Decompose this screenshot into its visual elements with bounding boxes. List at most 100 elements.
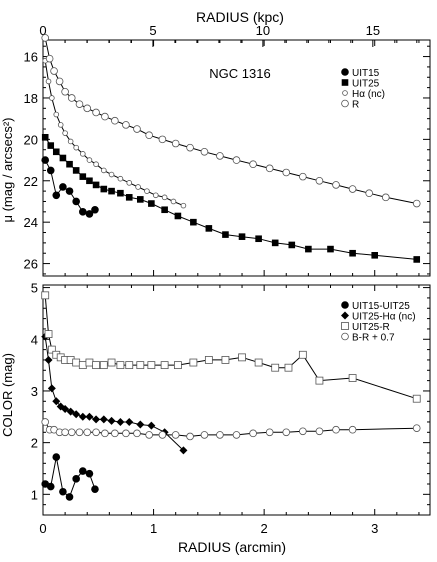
data-point: [145, 431, 153, 439]
top-y-axis-label: μ (mag / arcsecs²): [0, 117, 15, 222]
data-point: [78, 361, 87, 370]
data-point: [117, 175, 124, 182]
data-point: [186, 432, 194, 441]
data-point: [265, 428, 274, 437]
data-point: [116, 417, 125, 426]
y-tick-label: 4: [31, 332, 38, 347]
data-point: [46, 166, 55, 175]
data-point: [249, 160, 257, 169]
kpc-tick-label: 15: [366, 23, 380, 38]
data-point: [79, 467, 87, 475]
legend-marker: [341, 301, 349, 309]
legend-label: B-R + 0.7: [352, 333, 395, 344]
data-point: [45, 54, 54, 63]
data-point: [412, 199, 421, 208]
data-point: [282, 428, 291, 437]
data-point: [61, 405, 70, 414]
kpc-tick-label: 0: [39, 23, 46, 38]
data-point: [45, 78, 52, 85]
data-point: [173, 361, 182, 370]
x-tick-label: 3: [371, 521, 378, 536]
data-point: [144, 188, 150, 194]
data-point: [136, 361, 145, 370]
data-point: [412, 424, 421, 432]
data-point: [73, 144, 79, 151]
bottom-x-axis-label: RADIUS (arcmin): [178, 539, 286, 555]
data-point: [158, 135, 167, 144]
x-tick-label: 0: [39, 521, 46, 536]
data-point: [44, 355, 53, 364]
data-point: [180, 202, 187, 209]
data-point: [133, 125, 141, 133]
legend-label: R: [352, 100, 359, 111]
y-tick-label: 3: [31, 384, 38, 399]
data-point: [116, 361, 125, 370]
data-point: [99, 361, 108, 370]
data-point: [92, 428, 100, 437]
data-point: [332, 181, 340, 189]
data-point: [299, 427, 307, 436]
data-point: [160, 361, 169, 370]
data-point: [111, 429, 119, 438]
chart-title: NGC 1316: [209, 66, 270, 81]
data-point: [67, 94, 76, 102]
data-point: [288, 241, 296, 249]
data-point: [83, 104, 92, 113]
data-point: [44, 330, 53, 339]
data-point: [50, 67, 58, 75]
data-point: [298, 350, 307, 359]
data-point: [86, 177, 93, 185]
series-line: [44, 137, 417, 260]
data-point: [137, 196, 144, 203]
data-point: [65, 187, 74, 195]
y-tick-label: 20: [24, 132, 38, 147]
data-point: [179, 446, 188, 455]
data-point: [284, 363, 293, 372]
legend-label: UIT25-R: [352, 322, 390, 333]
data-point: [238, 233, 246, 240]
data-point: [117, 189, 124, 197]
data-point: [72, 475, 80, 483]
kpc-tick-label: 10: [256, 23, 270, 38]
bottom-y-axis-label: COLOR (mag): [0, 353, 15, 437]
series-line: [44, 457, 96, 498]
series-line: [44, 421, 417, 437]
data-point: [52, 453, 61, 461]
data-point: [126, 180, 133, 186]
legend-marker: [341, 99, 349, 108]
data-point: [147, 361, 156, 370]
data-point: [381, 193, 390, 202]
data-point: [46, 482, 55, 491]
data-point: [232, 156, 241, 164]
data-point: [107, 358, 116, 367]
y-tick-label: 1: [31, 487, 38, 502]
data-point: [327, 245, 334, 253]
data-point: [83, 428, 92, 437]
data-point: [101, 112, 109, 121]
data-point: [79, 173, 87, 180]
data-point: [91, 205, 99, 214]
data-point: [170, 198, 177, 205]
data-point: [49, 95, 55, 101]
data-point: [92, 361, 100, 370]
data-point: [249, 429, 257, 438]
kpc-tick-label: 5: [149, 23, 156, 38]
data-point: [52, 148, 60, 156]
data-point: [66, 160, 73, 168]
y-tick-label: 18: [24, 91, 38, 106]
data-point: [47, 142, 55, 149]
data-point: [72, 167, 80, 174]
legend-marker: [341, 332, 349, 341]
data-point: [133, 429, 141, 438]
data-point: [79, 208, 87, 216]
data-point: [349, 249, 356, 257]
data-point: [122, 429, 130, 438]
legend-label: UIT25-Hα (nc): [352, 312, 416, 323]
data-point: [136, 420, 145, 429]
data-point: [315, 376, 324, 385]
data-point: [67, 428, 76, 437]
data-point: [85, 469, 94, 478]
data-point: [122, 121, 130, 129]
